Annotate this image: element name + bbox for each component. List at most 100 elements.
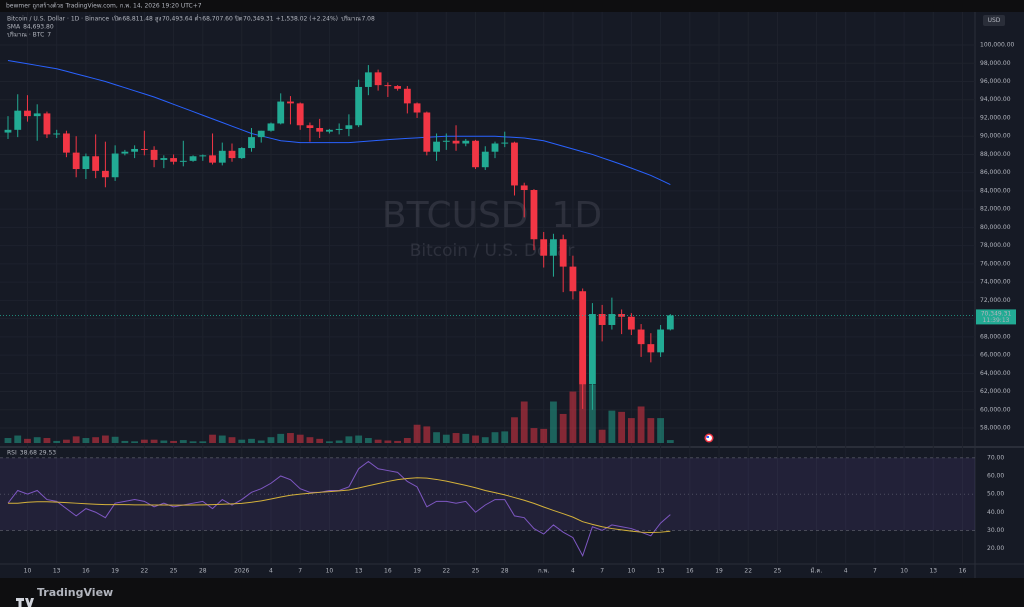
candle-body [199, 155, 207, 157]
candle-body [403, 88, 411, 104]
x-tick-label: 7 [298, 568, 302, 575]
x-tick-label: 22 [141, 568, 149, 575]
candle-body [179, 160, 187, 162]
volume-bar [403, 438, 411, 443]
candle-body [550, 239, 557, 256]
y-tick-label: 62,000.00 [980, 388, 1011, 395]
volume-bar [82, 438, 90, 443]
last-price-box [976, 309, 1016, 325]
x-tick-label: 13 [53, 568, 61, 575]
watermark-subtitle: Bitcoin / U.S. Dollar [410, 241, 575, 261]
legend-text: 7.08 [361, 16, 375, 23]
candle-body [511, 142, 518, 186]
countdown: 11:39:13 [983, 317, 1010, 324]
legend-text: เปิด [112, 16, 122, 23]
y-tick-label: 90,000.00 [980, 133, 1011, 140]
volume-bar [257, 440, 265, 443]
volume-bar [520, 401, 528, 443]
volume-bar [209, 434, 216, 443]
x-tick-label: 2026 [234, 568, 249, 575]
x-tick-label: 7 [873, 568, 877, 575]
candle-body [355, 86, 363, 126]
x-tick-label: 4 [571, 568, 575, 575]
legend-text: 7 [47, 32, 51, 39]
volume-bar [306, 437, 314, 443]
volume-bar [501, 431, 509, 443]
candle-body [394, 86, 402, 89]
y-tick-label: 88,000.00 [980, 151, 1011, 158]
chart-background [0, 12, 1024, 578]
event-flag[interactable] [704, 433, 714, 443]
x-tick-label: 16 [959, 568, 967, 575]
legend-text: 29.53 [39, 450, 56, 457]
volume-bar [170, 440, 177, 443]
volume-bar [14, 435, 22, 443]
volume-bar [569, 391, 577, 443]
volume-bar [355, 435, 363, 443]
legend-text: ปริมาณ · BTC [7, 32, 44, 39]
volume-bar [637, 406, 645, 443]
volume-bar [491, 432, 499, 443]
y-tick-label: 76,000.00 [980, 260, 1011, 267]
candle-body [520, 185, 528, 191]
currency[interactable]: USD [988, 17, 1001, 24]
volume-bar [666, 440, 674, 443]
candle-body [248, 137, 255, 149]
volume-bar [627, 418, 635, 443]
volume-bar [413, 424, 421, 443]
candle-body [345, 125, 353, 129]
candle-body [92, 156, 100, 171]
volume-bar [374, 439, 382, 443]
y-tick-label: 68,000.00 [980, 333, 1011, 340]
rsi-tick-label: 50.00 [987, 491, 1004, 498]
candle-body [131, 148, 139, 152]
volume-bar [550, 401, 557, 443]
volume-bar [150, 439, 158, 443]
volume-bar [277, 433, 285, 443]
legend-text: 68,811.48 [122, 16, 153, 23]
candle-body [452, 140, 460, 144]
legend-text: +1,538.02 (+2.24%) [276, 16, 338, 23]
y-tick-label: 86,000.00 [980, 169, 1011, 176]
volume-bar [267, 437, 275, 443]
volume-bar [72, 436, 80, 443]
y-tick-label: 94,000.00 [980, 96, 1011, 103]
candle-body [413, 103, 421, 113]
x-tick-label: 13 [929, 568, 937, 575]
y-tick-label: 98,000.00 [980, 60, 1011, 67]
volume-bar [43, 438, 51, 443]
currency-box[interactable] [983, 15, 1005, 26]
volume-bar [63, 439, 70, 443]
candle-body [218, 150, 226, 163]
volume-bar [598, 429, 606, 443]
x-tick-label: 16 [686, 568, 694, 575]
candle-body [530, 190, 538, 240]
x-tick-label: มี.ค. [810, 567, 822, 575]
y-tick-label: 72,000.00 [980, 297, 1011, 304]
candle-body [306, 125, 314, 128]
volume-bar [33, 437, 41, 443]
candle-body [569, 266, 577, 292]
volume-bar [4, 438, 12, 443]
candle-body [442, 140, 450, 142]
x-tick-label: 19 [715, 568, 723, 575]
volume-bar [111, 436, 119, 443]
x-tick-label: 7 [600, 568, 604, 575]
candle-body [209, 155, 216, 163]
event-flag-canton[interactable] [706, 436, 710, 438]
y-tick-label: 78,000.00 [980, 242, 1011, 249]
candle-body [491, 143, 499, 152]
candle-body [657, 329, 664, 353]
rsi-tick-label: 70.00 [987, 454, 1004, 461]
volume-bar [199, 441, 207, 443]
volume-bar [218, 435, 226, 443]
volume-bar [326, 441, 333, 443]
x-tick-label: 4 [844, 568, 848, 575]
candle-body [101, 170, 109, 178]
volume-bar [540, 428, 548, 443]
candle-body [637, 329, 645, 345]
legend-text: สูง [155, 16, 162, 23]
volume-bar [384, 440, 392, 443]
candle-body [433, 141, 440, 152]
rsi-line [7, 477, 671, 534]
